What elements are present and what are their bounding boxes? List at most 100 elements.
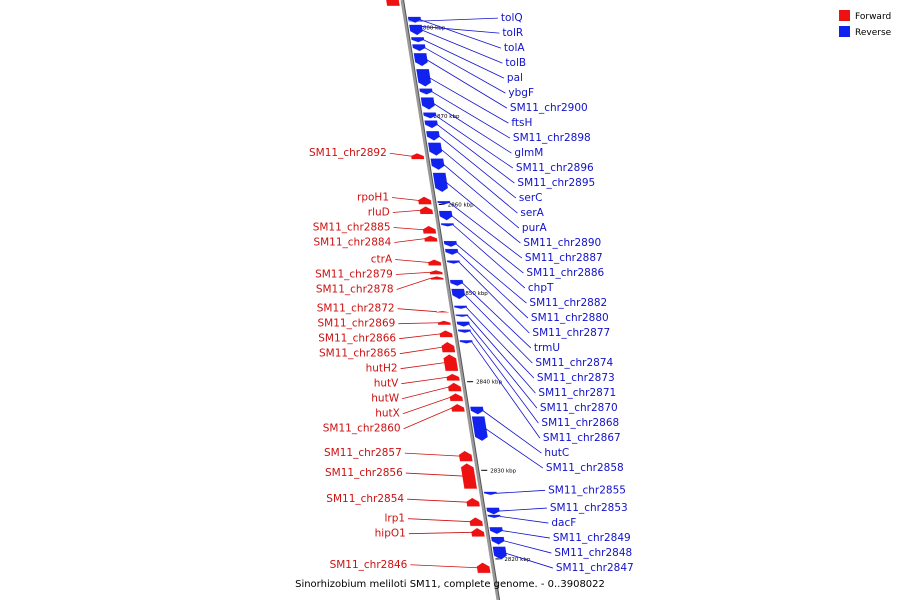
label-leader xyxy=(426,59,508,109)
gene-label: hutX xyxy=(375,408,400,420)
legend-label: Reverse xyxy=(855,28,892,38)
gene-label: lrp1 xyxy=(384,513,405,525)
gene-label: hipO1 xyxy=(375,528,406,540)
gene-feature xyxy=(490,536,505,545)
label-leader xyxy=(405,472,464,477)
gene-feature xyxy=(438,210,453,221)
label-leader xyxy=(403,407,453,430)
gene-feature xyxy=(455,314,469,318)
gene-label: SM11_chr2854 xyxy=(326,493,404,505)
gene-feature xyxy=(466,497,481,507)
gene-label: hutH2 xyxy=(366,363,398,375)
label-leader xyxy=(399,333,441,340)
gene-label: SM11_chr2872 xyxy=(317,303,395,315)
gene-label: SM11_chr2868 xyxy=(541,417,619,429)
label-leader xyxy=(455,243,527,304)
tick-label: 2840 kbp xyxy=(476,380,502,386)
gene-feature xyxy=(413,52,429,67)
tick-label: 2870 kbp xyxy=(434,114,460,120)
label-leader xyxy=(395,259,430,263)
gene-label: SM11_chr2886 xyxy=(526,267,604,279)
gene-label: SM11_chr2873 xyxy=(537,372,615,384)
label-leader xyxy=(433,103,512,154)
label-leader xyxy=(392,209,421,213)
gene-feature xyxy=(432,172,449,193)
gene-feature xyxy=(422,225,437,234)
gene-feature xyxy=(460,462,478,490)
gene-label: SM11_chr2857 xyxy=(324,447,402,459)
label-leader xyxy=(445,182,521,244)
gene-feature xyxy=(418,88,433,95)
tick-label: 2880 kbp xyxy=(419,25,445,31)
label-leader xyxy=(389,152,413,157)
label-leader xyxy=(404,452,461,457)
label-leader xyxy=(449,202,523,259)
label-leader xyxy=(435,115,514,169)
gene-label: SM11_chr2882 xyxy=(529,297,607,309)
gene-feature xyxy=(430,276,445,281)
gene-label: SM11_chr2866 xyxy=(318,333,396,345)
gene-feature xyxy=(483,491,498,496)
map-caption: Sinorhizobium meliloti SM11, complete ge… xyxy=(295,579,605,590)
label-leader xyxy=(391,197,420,201)
gene-label: rpoH1 xyxy=(357,192,389,204)
gene-label: SM11_chr2877 xyxy=(532,327,610,339)
gene-labels: SM11_chr2907tolQtolRtolAtolBpalybgFSM11_… xyxy=(309,12,634,574)
gene-feature xyxy=(443,353,459,372)
gene-feature xyxy=(435,310,450,313)
gene-label: SM11_chr2849 xyxy=(553,532,631,544)
gene-label: purA xyxy=(522,222,548,234)
label-leader xyxy=(503,540,552,554)
gene-label: SM11_chr2867 xyxy=(543,432,621,444)
gene-feature xyxy=(471,416,489,442)
label-leader xyxy=(461,282,532,349)
gene-label: SM11_chr2874 xyxy=(535,357,613,369)
gene-label: SM11_chr2846 xyxy=(330,559,408,571)
label-leader xyxy=(482,410,542,454)
gene-feature xyxy=(430,158,445,171)
gene-feature xyxy=(457,329,472,334)
label-leader xyxy=(438,135,517,199)
gene-label: serC xyxy=(519,192,543,204)
gene-feature xyxy=(441,341,456,353)
gene-label: chpT xyxy=(528,282,554,294)
gene-label: glmM xyxy=(514,147,543,159)
gene-label: SM11_chr2900 xyxy=(510,102,588,114)
gene-feature xyxy=(439,330,454,338)
gene-feature xyxy=(469,406,484,415)
gene-feature xyxy=(489,526,504,535)
gene-label: ctrA xyxy=(371,254,393,266)
legend-label: Forward xyxy=(855,12,891,22)
tick-label: 2860 kbp xyxy=(448,203,474,209)
label-leader xyxy=(408,531,473,535)
gene-feature xyxy=(410,152,425,160)
gene-feature xyxy=(459,339,473,344)
label-leader xyxy=(458,261,530,334)
label-leader xyxy=(471,341,541,439)
gene-feature xyxy=(450,288,466,300)
gene-feature xyxy=(415,68,432,87)
gene-label: tolQ xyxy=(501,12,523,24)
label-leader xyxy=(485,428,544,469)
label-leader xyxy=(393,227,424,231)
gene-feature xyxy=(437,320,452,326)
genome-backbone xyxy=(400,0,500,600)
gene-feature xyxy=(385,0,401,7)
gene-feature xyxy=(449,279,464,287)
gene-features xyxy=(385,0,508,574)
gene-feature xyxy=(429,269,444,275)
gene-label: SM11_chr2871 xyxy=(538,387,616,399)
gene-feature xyxy=(423,235,438,242)
gene-label: SM11_chr2890 xyxy=(523,237,601,249)
label-leader xyxy=(495,489,546,494)
label-leader xyxy=(440,148,518,214)
label-leader xyxy=(498,507,547,512)
gene-label: SM11_chr2887 xyxy=(525,252,603,264)
gene-label: SM11_chr2879 xyxy=(315,269,393,281)
label-leader xyxy=(400,362,446,370)
label-leader xyxy=(451,215,524,274)
gene-label: ybgF xyxy=(508,87,534,99)
label-leader xyxy=(399,346,443,355)
label-leader xyxy=(421,29,503,64)
